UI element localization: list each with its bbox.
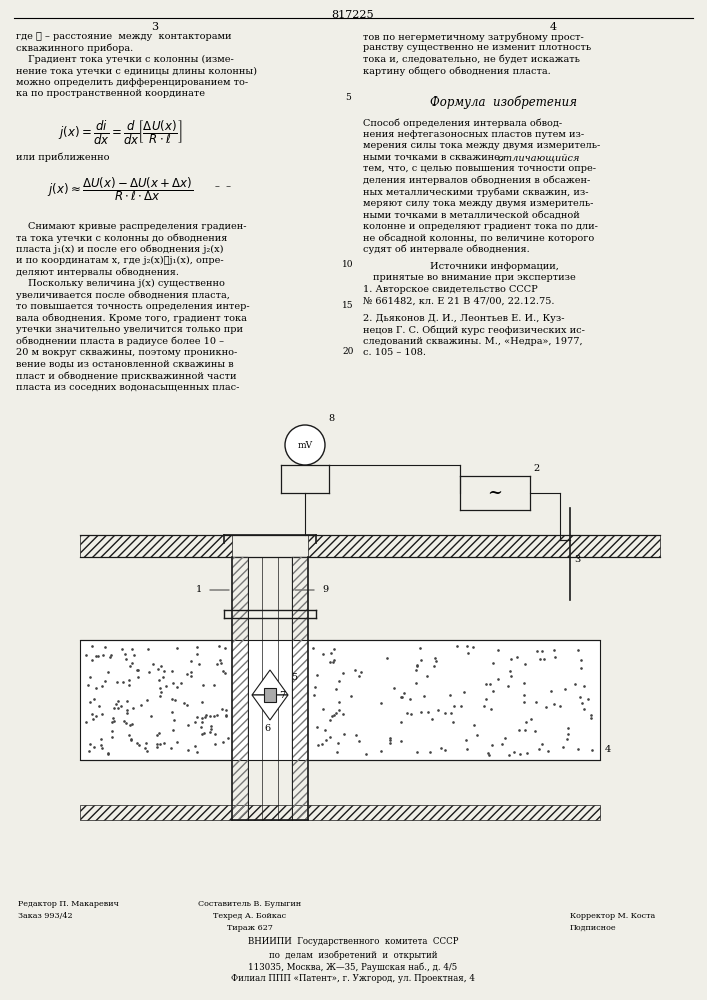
Text: ными точками в скважине,: ными точками в скважине, <box>363 153 506 162</box>
Text: пласта j₁(x) и после его обводнения j₂(x): пласта j₁(x) и после его обводнения j₂(x… <box>16 245 223 254</box>
Text: ка по пространственной координате: ка по пространственной координате <box>16 90 205 99</box>
Text: меряют силу тока между двумя измеритель-: меряют силу тока между двумя измеритель- <box>363 199 593 208</box>
Text: Поскольку величина j(x) существенно: Поскольку величина j(x) существенно <box>28 279 225 288</box>
Text: обводнении пласта в радиусе более 10 –: обводнении пласта в радиусе более 10 – <box>16 337 224 346</box>
Text: следований скважины. М., «Недра», 1977,: следований скважины. М., «Недра», 1977, <box>363 337 583 346</box>
Text: не обсадной колонны, по величине которого: не обсадной колонны, по величине которог… <box>363 233 595 243</box>
Text: то повышается точность определения интер-: то повышается точность определения интер… <box>16 302 250 311</box>
Text: 5: 5 <box>345 94 351 103</box>
Text: ных металлическими трубами скважин, из-: ных металлическими трубами скважин, из- <box>363 187 588 197</box>
Text: нецов Г. С. Общий курс геофизических ис-: нецов Г. С. Общий курс геофизических ис- <box>363 325 585 335</box>
Text: 2. Дьяконов Д. И., Леонтьев Е. И., Куз-: 2. Дьяконов Д. И., Леонтьев Е. И., Куз- <box>363 314 564 323</box>
Text: 9: 9 <box>322 585 328 594</box>
Text: 15: 15 <box>342 300 354 310</box>
Text: 10: 10 <box>342 260 354 269</box>
Text: отличающийся: отличающийся <box>498 153 580 162</box>
Text: 20: 20 <box>342 347 354 356</box>
Bar <box>232 557 248 820</box>
Text: скважинного прибора.: скважинного прибора. <box>16 43 133 53</box>
Text: 3: 3 <box>574 556 580 564</box>
Text: картину общего обводнения пласта.: картину общего обводнения пласта. <box>363 66 551 76</box>
Polygon shape <box>252 695 288 720</box>
Text: тем, что, с целью повышения точности опре-: тем, что, с целью повышения точности опр… <box>363 164 596 173</box>
Text: вение воды из остановленной скважины в: вение воды из остановленной скважины в <box>16 360 233 369</box>
Text: –  –: – – <box>215 182 231 191</box>
Bar <box>308 535 660 557</box>
Text: $j(x) = \dfrac{di}{dx} = \dfrac{d}{dx}\!\left[\dfrac{\Delta U(x)}{R \cdot \ell}\: $j(x) = \dfrac{di}{dx} = \dfrac{d}{dx}\!… <box>58 118 182 147</box>
Text: 2: 2 <box>533 464 539 473</box>
Text: 1: 1 <box>196 585 202 594</box>
Text: или приближенно: или приближенно <box>16 153 110 162</box>
Text: мерения силы тока между двумя измеритель-: мерения силы тока между двумя измеритель… <box>363 141 600 150</box>
Text: Техред А. Бойкас: Техред А. Бойкас <box>214 912 286 920</box>
Text: где ℓ – расстояние  между  контакторами: где ℓ – расстояние между контакторами <box>16 32 231 41</box>
Text: Тираж 627: Тираж 627 <box>227 924 273 932</box>
Text: тов по негерметичному затрубному прост-: тов по негерметичному затрубному прост- <box>363 32 584 41</box>
Text: Градиент тока утечки с колонны (изме-: Градиент тока утечки с колонны (изме- <box>28 55 234 64</box>
Text: ными точками в металлической обсадной: ными точками в металлической обсадной <box>363 210 580 219</box>
Text: Формула  изобретения: Формула изобретения <box>430 95 577 109</box>
Text: 817225: 817225 <box>332 10 374 20</box>
Text: увеличивается после обводнения пласта,: увеличивается после обводнения пласта, <box>16 291 230 300</box>
Text: 7: 7 <box>279 690 285 700</box>
Bar <box>264 688 276 702</box>
Polygon shape <box>252 670 288 695</box>
Text: 1. Авторское свидетельство СССР: 1. Авторское свидетельство СССР <box>363 285 538 294</box>
Text: Составитель В. Булыгин: Составитель В. Булыгин <box>199 900 302 908</box>
Text: тока и, следовательно, не будет искажать: тока и, следовательно, не будет искажать <box>363 55 580 64</box>
Text: утечки значительно увеличится только при: утечки значительно увеличится только при <box>16 325 243 334</box>
Text: вала обводнения. Кроме того, градиент тока: вала обводнения. Кроме того, градиент то… <box>16 314 247 323</box>
Text: ранству существенно не изменит плотность: ранству существенно не изменит плотность <box>363 43 591 52</box>
Text: Филиал ППП «Патент», г. Ужгород, ул. Проектная, 4: Филиал ППП «Патент», г. Ужгород, ул. Про… <box>231 974 475 983</box>
Text: ВНИИПИ  Государственного  комитета  СССР: ВНИИПИ Государственного комитета СССР <box>247 937 458 946</box>
Text: колонне и определяют градиент тока по дли-: колонне и определяют градиент тока по дл… <box>363 222 598 231</box>
Text: 4: 4 <box>549 22 556 32</box>
Text: по  делам  изобретений  и  открытий: по делам изобретений и открытий <box>269 950 437 960</box>
Text: и по координатам x, где j₂(x)≫j₁(x), опре-: и по координатам x, где j₂(x)≫j₁(x), опр… <box>16 256 223 265</box>
Text: 6: 6 <box>264 724 270 733</box>
Text: пласт и обводнение прискважинной части: пласт и обводнение прискважинной части <box>16 371 237 381</box>
Text: деляют интервалы обводнения.: деляют интервалы обводнения. <box>16 268 179 277</box>
Text: ~: ~ <box>488 484 503 502</box>
Text: Заказ 993/42: Заказ 993/42 <box>18 912 73 920</box>
Text: нения нефтегазоносных пластов путем из-: нения нефтегазоносных пластов путем из- <box>363 130 584 139</box>
Text: 4: 4 <box>605 746 612 754</box>
Text: 3: 3 <box>151 22 158 32</box>
Text: Подписное: Подписное <box>570 924 617 932</box>
Bar <box>292 557 308 820</box>
Text: $j(x) \approx \dfrac{\Delta U(x) - \Delta U(x+\Delta x)}{R \cdot \ell \cdot \Del: $j(x) \approx \dfrac{\Delta U(x) - \Delt… <box>47 176 193 203</box>
Text: 8: 8 <box>328 414 334 423</box>
Bar <box>80 535 232 557</box>
Text: можно определить дифференцированием то-: можно определить дифференцированием то- <box>16 78 248 87</box>
Text: Редактор П. Макаревич: Редактор П. Макаревич <box>18 900 119 908</box>
Text: принятые во внимание при экспертизе: принятые во внимание при экспертизе <box>373 273 575 282</box>
Text: пласта из соседних водонасыщенных плас-: пласта из соседних водонасыщенных плас- <box>16 383 240 392</box>
Text: с. 105 – 108.: с. 105 – 108. <box>363 348 426 357</box>
Text: 113035, Москва, Ж—35, Раушская наб., д. 4/5: 113035, Москва, Ж—35, Раушская наб., д. … <box>248 962 457 972</box>
Text: Источники информации,: Источники информации, <box>430 262 559 271</box>
Text: Снимают кривые распределения градиен-: Снимают кривые распределения градиен- <box>28 222 247 231</box>
Bar <box>80 805 600 820</box>
Text: 20 м вокруг скважины, поэтому проникно-: 20 м вокруг скважины, поэтому проникно- <box>16 348 238 357</box>
Text: mV: mV <box>298 440 312 450</box>
Text: нение тока утечки с единицы длины колонны): нение тока утечки с единицы длины колонн… <box>16 66 257 76</box>
Text: 5: 5 <box>291 674 297 682</box>
Text: деления интервалов обводнения в обсажен-: деления интервалов обводнения в обсажен- <box>363 176 590 185</box>
Text: Способ определения интервала обвод-: Способ определения интервала обвод- <box>363 118 562 128</box>
Text: судят об интервале обводнения.: судят об интервале обводнения. <box>363 245 530 254</box>
Text: Корректор М. Коста: Корректор М. Коста <box>570 912 655 920</box>
Circle shape <box>285 425 325 465</box>
Bar <box>80 640 600 760</box>
Text: та тока утечки с колонны до обводнения: та тока утечки с колонны до обводнения <box>16 233 228 243</box>
Text: № 661482, кл. Е 21 В 47/00, 22.12.75.: № 661482, кл. Е 21 В 47/00, 22.12.75. <box>363 296 554 306</box>
